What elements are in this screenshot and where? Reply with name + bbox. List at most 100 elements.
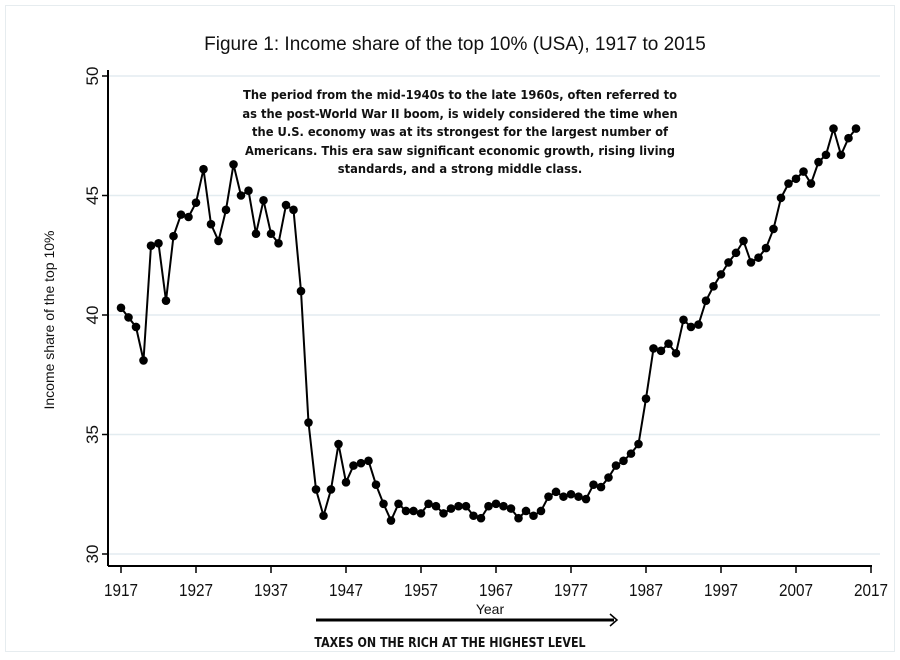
data-point xyxy=(469,511,478,521)
data-point xyxy=(409,506,418,516)
data-point xyxy=(806,179,816,188)
data-point xyxy=(356,458,366,468)
data-point xyxy=(761,243,771,253)
data-point xyxy=(229,160,238,169)
data-point xyxy=(401,506,411,516)
data-point xyxy=(694,320,703,329)
data-point xyxy=(169,231,178,241)
data-point xyxy=(769,224,778,234)
x-tick-label: 1997 xyxy=(704,580,738,600)
data-point xyxy=(146,241,156,250)
data-point xyxy=(634,439,643,449)
x-tick-label: 2007 xyxy=(779,580,813,600)
arrow-head-icon xyxy=(609,613,619,627)
y-tick-label: 35 xyxy=(83,425,102,444)
data-point xyxy=(124,313,133,322)
x-tick-label: 1987 xyxy=(629,580,663,600)
data-point xyxy=(679,315,688,325)
y-tick-label: 30 xyxy=(83,545,102,564)
data-point xyxy=(619,456,628,466)
data-point xyxy=(364,456,373,466)
data-point xyxy=(454,501,463,511)
data-point xyxy=(641,394,651,403)
data-point xyxy=(161,296,171,305)
data-point xyxy=(116,303,126,313)
data-point xyxy=(334,439,343,449)
data-point xyxy=(439,509,448,518)
data-point xyxy=(791,174,801,184)
data-point xyxy=(499,501,508,511)
data-point xyxy=(514,513,523,523)
data-point xyxy=(701,296,711,305)
data-point xyxy=(319,511,328,521)
data-point xyxy=(649,344,658,353)
chart-frame xyxy=(5,5,895,652)
data-point xyxy=(371,480,381,489)
series-line xyxy=(120,124,857,523)
data-point xyxy=(461,501,471,511)
data-point xyxy=(821,150,831,160)
data-point xyxy=(214,236,223,246)
data-point xyxy=(754,253,763,262)
x-axis-label: Year xyxy=(476,601,505,617)
data-point xyxy=(829,124,838,133)
data-point xyxy=(851,124,861,133)
data-point xyxy=(176,210,186,219)
data-point xyxy=(724,258,733,267)
data-point xyxy=(521,506,531,516)
data-point xyxy=(506,504,516,513)
data-point xyxy=(484,501,493,511)
data-point xyxy=(626,449,636,458)
data-point xyxy=(529,511,538,521)
data-point xyxy=(304,418,313,427)
data-point xyxy=(709,282,718,291)
data-point xyxy=(746,258,756,267)
data-point xyxy=(716,270,726,279)
data-point xyxy=(379,499,388,509)
x-tick-label: 1947 xyxy=(329,580,363,600)
data-point xyxy=(611,461,621,470)
data-point xyxy=(394,499,403,509)
data-point xyxy=(784,179,793,188)
data-point xyxy=(536,506,546,516)
data-point xyxy=(836,150,846,160)
data-point xyxy=(131,322,141,332)
data-point xyxy=(251,229,261,239)
data-point xyxy=(274,239,283,248)
data-point xyxy=(349,461,358,470)
data-point xyxy=(596,482,606,492)
data-point xyxy=(844,133,853,143)
data-point xyxy=(386,516,396,525)
data-point xyxy=(191,198,201,207)
data-point xyxy=(424,499,433,509)
data-point xyxy=(476,513,486,523)
data-point xyxy=(581,494,591,504)
data-point xyxy=(559,492,568,501)
data-point xyxy=(221,205,231,215)
data-point xyxy=(671,348,681,358)
data-point xyxy=(416,509,426,518)
data-point xyxy=(184,212,193,222)
data-point xyxy=(604,473,613,482)
x-tick-label: 1937 xyxy=(254,580,288,600)
y-axis-label: Income share of the top 10% xyxy=(41,231,57,410)
data-point xyxy=(244,186,253,196)
data-point xyxy=(656,346,666,356)
x-tick-label: 1957 xyxy=(404,580,438,600)
data-point xyxy=(731,248,741,258)
data-point xyxy=(544,492,553,501)
x-tick-label: 1917 xyxy=(104,580,138,600)
x-tick-label: 1977 xyxy=(554,580,588,600)
data-point xyxy=(266,229,276,239)
y-tick-label: 45 xyxy=(83,186,102,205)
data-point xyxy=(776,193,786,203)
data-point xyxy=(566,489,576,499)
data-point xyxy=(574,492,583,501)
data-point xyxy=(259,195,268,205)
data-point xyxy=(491,499,501,509)
data-point xyxy=(551,487,561,497)
data-point xyxy=(206,219,216,229)
data-point xyxy=(326,485,336,494)
arrow-label: TAXES ON THE RICH AT THE HIGHEST LEVEL xyxy=(314,636,586,651)
